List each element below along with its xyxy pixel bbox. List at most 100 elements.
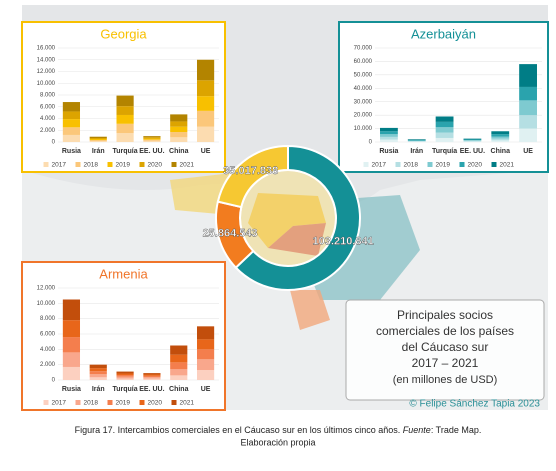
data-label: 25.864.543	[203, 228, 258, 240]
bar-segment	[143, 376, 160, 377]
bar-segment	[170, 132, 187, 137]
y-tick-label: 4.000	[40, 116, 56, 122]
bar-segment	[197, 326, 214, 339]
y-tick-label: 10.000	[37, 301, 56, 307]
bar-segment	[197, 80, 214, 96]
legend-swatch	[492, 162, 497, 167]
legend-label: 2019	[436, 162, 451, 169]
caption: Figura 17. Intercambios comerciales en e…	[75, 425, 482, 435]
y-tick-label: 14.000	[37, 57, 56, 63]
bar-segment	[116, 378, 133, 380]
bar-segment	[170, 346, 187, 355]
y-tick-label: 8.000	[40, 93, 56, 99]
bar-segment	[116, 96, 133, 107]
y-tick-label: 60.000	[354, 59, 373, 65]
y-tick-label: 16.000	[37, 46, 56, 52]
legend-swatch	[140, 162, 145, 167]
legend-label: 2021	[180, 162, 195, 169]
bar-segment	[63, 119, 80, 127]
legend-swatch	[172, 400, 177, 405]
bar-segment	[143, 137, 160, 138]
x-tick-label: EE. UU.	[139, 148, 164, 155]
info-line: del Cáucaso sur	[402, 340, 489, 354]
legend-swatch	[108, 400, 113, 405]
bar-segment	[408, 141, 426, 142]
y-tick-label: 10.000	[354, 126, 373, 132]
panel-title: Georgia	[100, 26, 147, 41]
bar-segment	[90, 140, 107, 141]
bar-segment	[116, 106, 133, 115]
bar-segment	[63, 300, 80, 321]
bar-segment	[170, 114, 187, 121]
bar-segment	[408, 141, 426, 142]
bar-segment	[408, 140, 426, 141]
y-tick-label: 20.000	[354, 113, 373, 119]
legend-label: 2018	[84, 400, 99, 407]
bar-segment	[491, 134, 509, 136]
bar-segment	[90, 371, 107, 374]
y-tick-label: 12.000	[37, 69, 56, 75]
bar-segment	[143, 377, 160, 378]
bar-segment	[170, 375, 187, 380]
bar-segment	[63, 111, 80, 119]
legend-swatch	[460, 162, 465, 167]
bar-segment	[380, 131, 398, 134]
bar-segment	[90, 368, 107, 371]
bar-segment	[116, 377, 133, 379]
legend-swatch	[364, 162, 369, 167]
caption-source: : Trade Map.	[431, 425, 482, 435]
bar-segment	[170, 355, 187, 363]
y-tick-label: 4.000	[40, 347, 56, 353]
legend-label: 2021	[180, 400, 195, 407]
bar-segment	[491, 131, 509, 134]
y-tick-label: 30.000	[354, 99, 373, 105]
legend-label: 2018	[84, 162, 99, 169]
bar-segment	[116, 124, 133, 133]
bar-segment	[436, 116, 454, 121]
legend-label: 2020	[468, 162, 483, 169]
x-tick-label: UE	[201, 148, 211, 155]
x-tick-label: Irán	[410, 148, 423, 155]
bar-segment	[519, 129, 537, 142]
bar-segment	[143, 136, 160, 137]
bar-segment	[464, 140, 482, 141]
bar-segment	[90, 365, 107, 368]
bar-segment	[436, 122, 454, 127]
bar-segment	[519, 87, 537, 100]
bar-segment	[464, 139, 482, 140]
x-tick-label: Rusia	[379, 148, 398, 155]
legend-swatch	[428, 162, 433, 167]
bar-segment	[170, 362, 187, 369]
legend-swatch	[108, 162, 113, 167]
info-line: (en millones de USD)	[393, 374, 498, 386]
info-line: 2017 – 2021	[412, 356, 479, 370]
x-tick-label: Turquía	[432, 148, 457, 155]
y-tick-label: 6.000	[40, 332, 56, 338]
legend-label: 2017	[372, 162, 387, 169]
bar-segment	[63, 102, 80, 111]
bar-segment	[519, 100, 537, 115]
bar-segment	[197, 370, 214, 380]
legend-label: 2021	[500, 162, 515, 169]
y-tick-label: 2.000	[40, 362, 56, 368]
legend-swatch	[44, 162, 49, 167]
legend-label: 2019	[116, 162, 131, 169]
legend-swatch	[172, 162, 177, 167]
bar-segment	[143, 138, 160, 139]
legend-swatch	[396, 162, 401, 167]
bar-segment	[143, 374, 160, 375]
credit: © Felipe Sánchez Tapia 2023	[409, 399, 540, 410]
x-tick-label: China	[169, 386, 189, 393]
bar-segment	[491, 140, 509, 142]
legend-label: 2019	[116, 400, 131, 407]
bar-segment	[464, 141, 482, 142]
bar-segment	[116, 372, 133, 374]
data-label: 103.210.841	[313, 236, 374, 248]
x-tick-label: Turquía	[113, 386, 138, 393]
bar-segment	[90, 138, 107, 139]
legend-label: 2020	[148, 400, 163, 407]
y-tick-label: 70.000	[354, 46, 373, 52]
y-tick-label: 8.000	[40, 316, 56, 322]
bar-segment	[63, 320, 80, 337]
